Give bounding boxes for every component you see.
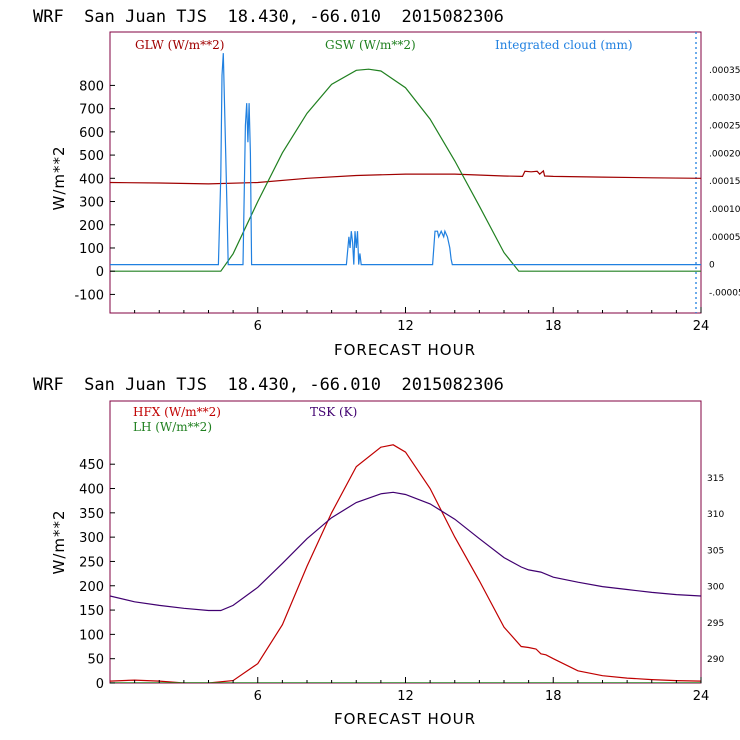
right-tick-label: 315	[707, 474, 724, 484]
y-tick-label: 100	[79, 242, 104, 257]
bottom-panel: WRF San Juan TJS 18.430, -66.010 2015082…	[33, 375, 724, 728]
top-series-group	[110, 53, 701, 272]
y-tick-label: 0	[96, 677, 104, 692]
y-tick-label: -100	[74, 288, 104, 303]
y-tick-label: 300	[79, 196, 104, 211]
right-tick-label: 290	[707, 655, 724, 665]
x-tick-label: 24	[693, 319, 710, 334]
legend-gsw: GSW (W/m**2)	[325, 38, 416, 52]
top-y-ticks: -100 0 100 200 300 400 500 600 700 800	[74, 79, 115, 303]
y-tick-label: 250	[79, 555, 104, 570]
legend-glw: GLW (W/m**2)	[135, 38, 224, 52]
bottom-series-group	[110, 444, 701, 683]
right-tick-label: 310	[707, 510, 724, 520]
right-tick-label: .00030	[709, 94, 740, 104]
right-tick-label: 300	[707, 583, 724, 593]
bottom-x-ticks: 6 12 18 24	[134, 677, 710, 704]
right-tick-label: .00010	[709, 205, 740, 215]
y-tick-label: 200	[79, 219, 104, 234]
y-tick-label: 700	[79, 103, 104, 118]
y-tick-label: 600	[79, 126, 104, 141]
y-tick-label: 500	[79, 149, 104, 164]
legend-lh: LH (W/m**2)	[133, 420, 212, 434]
legend-tsk: TSK (K)	[310, 405, 357, 419]
y-tick-label: 400	[79, 172, 104, 187]
x-tick-label: 6	[254, 689, 262, 704]
top-x-ticks: 6 12 18 24	[134, 307, 710, 334]
bottom-x-axis-label: FORECAST HOUR	[334, 710, 476, 728]
y-tick-label: 50	[87, 653, 104, 668]
y-tick-label: 300	[79, 531, 104, 546]
legend-cloud: Integrated cloud (mm)	[495, 38, 633, 52]
y-tick-label: 800	[79, 79, 104, 94]
top-right-ticks: -.00005 0 .00005 .00010 .00015 .00020 .00025 .0…	[709, 66, 740, 299]
right-tick-label: .00020	[709, 149, 740, 159]
right-tick-label: .00015	[709, 177, 740, 187]
y-tick-label: 0	[96, 265, 104, 280]
y-tick-label: 450	[79, 458, 104, 473]
top-chart-title: WRF San Juan TJS 18.430, -66.010 2015082…	[33, 7, 504, 27]
right-tick-label: 0	[709, 261, 715, 271]
right-tick-label: 295	[707, 619, 724, 629]
series-line-gsw	[110, 68, 701, 272]
top-x-axis-label: FORECAST HOUR	[334, 341, 476, 359]
right-tick-label: -.00005	[709, 288, 740, 298]
x-tick-label: 18	[545, 319, 562, 334]
series-line-integrated	[110, 53, 701, 266]
y-tick-label: 150	[79, 604, 104, 619]
bottom-y-axis-label: W/m**2	[50, 509, 68, 574]
legend-hfx: HFX (W/m**2)	[133, 405, 221, 419]
x-tick-label: 12	[397, 689, 414, 704]
series-line-hfx	[110, 444, 701, 683]
series-line-glw	[110, 169, 701, 185]
right-tick-label: .00035	[709, 66, 740, 76]
y-tick-label: 400	[79, 483, 104, 498]
top-panel: WRF San Juan TJS 18.430, -66.010 2015082…	[33, 7, 740, 359]
bottom-right-ticks: 290 295 300 305 310 315	[707, 474, 724, 665]
bottom-chart-title: WRF San Juan TJS 18.430, -66.010 2015082…	[33, 375, 504, 395]
series-line-tsk	[110, 491, 701, 612]
top-y-axis-label: W/m**2	[50, 145, 68, 210]
right-tick-label: .00005	[709, 233, 740, 243]
right-tick-label: 305	[707, 546, 724, 556]
x-tick-label: 6	[254, 319, 262, 334]
x-tick-label: 18	[545, 689, 562, 704]
x-tick-label: 12	[397, 319, 414, 334]
y-tick-label: 100	[79, 628, 104, 643]
x-tick-label: 24	[693, 689, 710, 704]
bottom-plot-frame	[109, 400, 702, 684]
y-tick-label: 350	[79, 507, 104, 522]
bottom-y-ticks: 0 50 100 150 200 250 300 350 400 450	[79, 458, 115, 692]
y-tick-label: 200	[79, 580, 104, 595]
right-tick-label: .00025	[709, 121, 740, 131]
